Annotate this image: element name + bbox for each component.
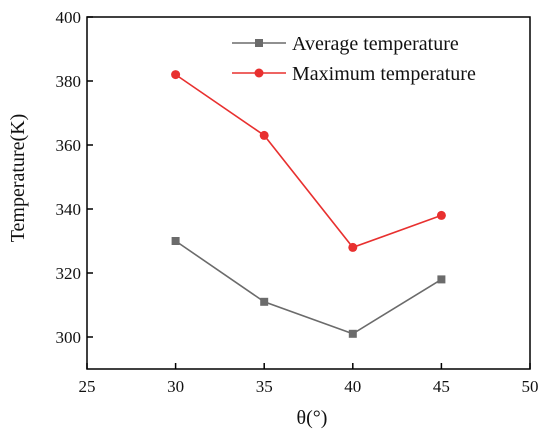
data-point-maximum-temperature [259,130,269,140]
plot-frame [86,16,531,370]
y-tick-label: 300 [56,328,82,347]
legend-item-average-temperature: Average temperature [232,33,459,55]
y-tick-label: 360 [56,136,82,155]
data-point-maximum-temperature [436,210,446,220]
x-tick-label: 25 [79,377,96,396]
legend-marker [254,68,264,78]
y-tick-label: 320 [56,264,82,283]
series-maximum-temperature [171,70,446,252]
series-line-maximum-temperature [175,73,442,249]
x-tick-label: 40 [344,377,361,396]
legend-label: Maximum temperature [292,63,476,85]
legend-item-maximum-temperature: Maximum temperature [232,63,476,85]
data-point-average-temperature [348,329,357,338]
x-axis-title: θ(°) [297,407,328,429]
x-tick-label: 45 [433,377,450,396]
y-tick-label: 380 [56,72,82,91]
legend-marker [255,39,263,47]
data-point-average-temperature [171,237,180,245]
data-point-maximum-temperature [348,242,358,252]
x-tick-label: 35 [256,377,273,396]
y-tick-label: 400 [56,8,82,27]
series-average-temperature [171,237,446,338]
y-tick-label: 340 [56,200,82,219]
series-line-average-temperature [175,240,442,335]
data-point-average-temperature [260,297,269,306]
legend-label: Average temperature [292,33,459,55]
y-axis-title: Temperature(K) [7,114,29,243]
data-point-average-temperature [437,275,446,284]
data-point-maximum-temperature [171,70,181,80]
x-tick-label: 50 [522,377,539,396]
x-tick-label: 30 [167,377,184,396]
